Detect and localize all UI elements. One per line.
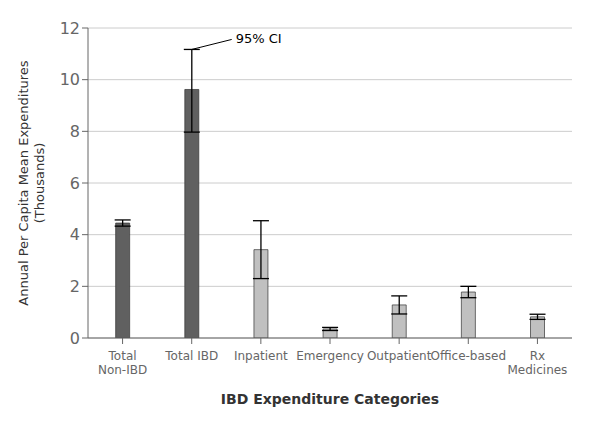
svg-text:Total IBD: Total IBD <box>164 349 218 363</box>
svg-text:4: 4 <box>70 225 80 244</box>
svg-text:12: 12 <box>60 19 80 38</box>
svg-text:Outpatient: Outpatient <box>367 349 432 363</box>
svg-text:95% CI: 95% CI <box>236 31 282 46</box>
svg-text:10: 10 <box>60 70 80 89</box>
svg-text:Emergency: Emergency <box>296 349 364 363</box>
svg-text:Inpatient: Inpatient <box>234 349 288 363</box>
svg-text:Office-based: Office-based <box>430 349 506 363</box>
svg-text:0: 0 <box>70 329 80 348</box>
svg-text:IBD Expenditure Categories: IBD Expenditure Categories <box>221 391 439 407</box>
svg-text:2: 2 <box>70 277 80 296</box>
svg-text:Annual Per Capita Mean Expendi: Annual Per Capita Mean Expenditures(Thou… <box>16 60 47 305</box>
svg-text:TotalNon-IBD: TotalNon-IBD <box>98 349 147 377</box>
svg-text:8: 8 <box>70 122 80 141</box>
svg-text:6: 6 <box>70 174 80 193</box>
svg-text:RxMedicines: RxMedicines <box>507 349 567 377</box>
